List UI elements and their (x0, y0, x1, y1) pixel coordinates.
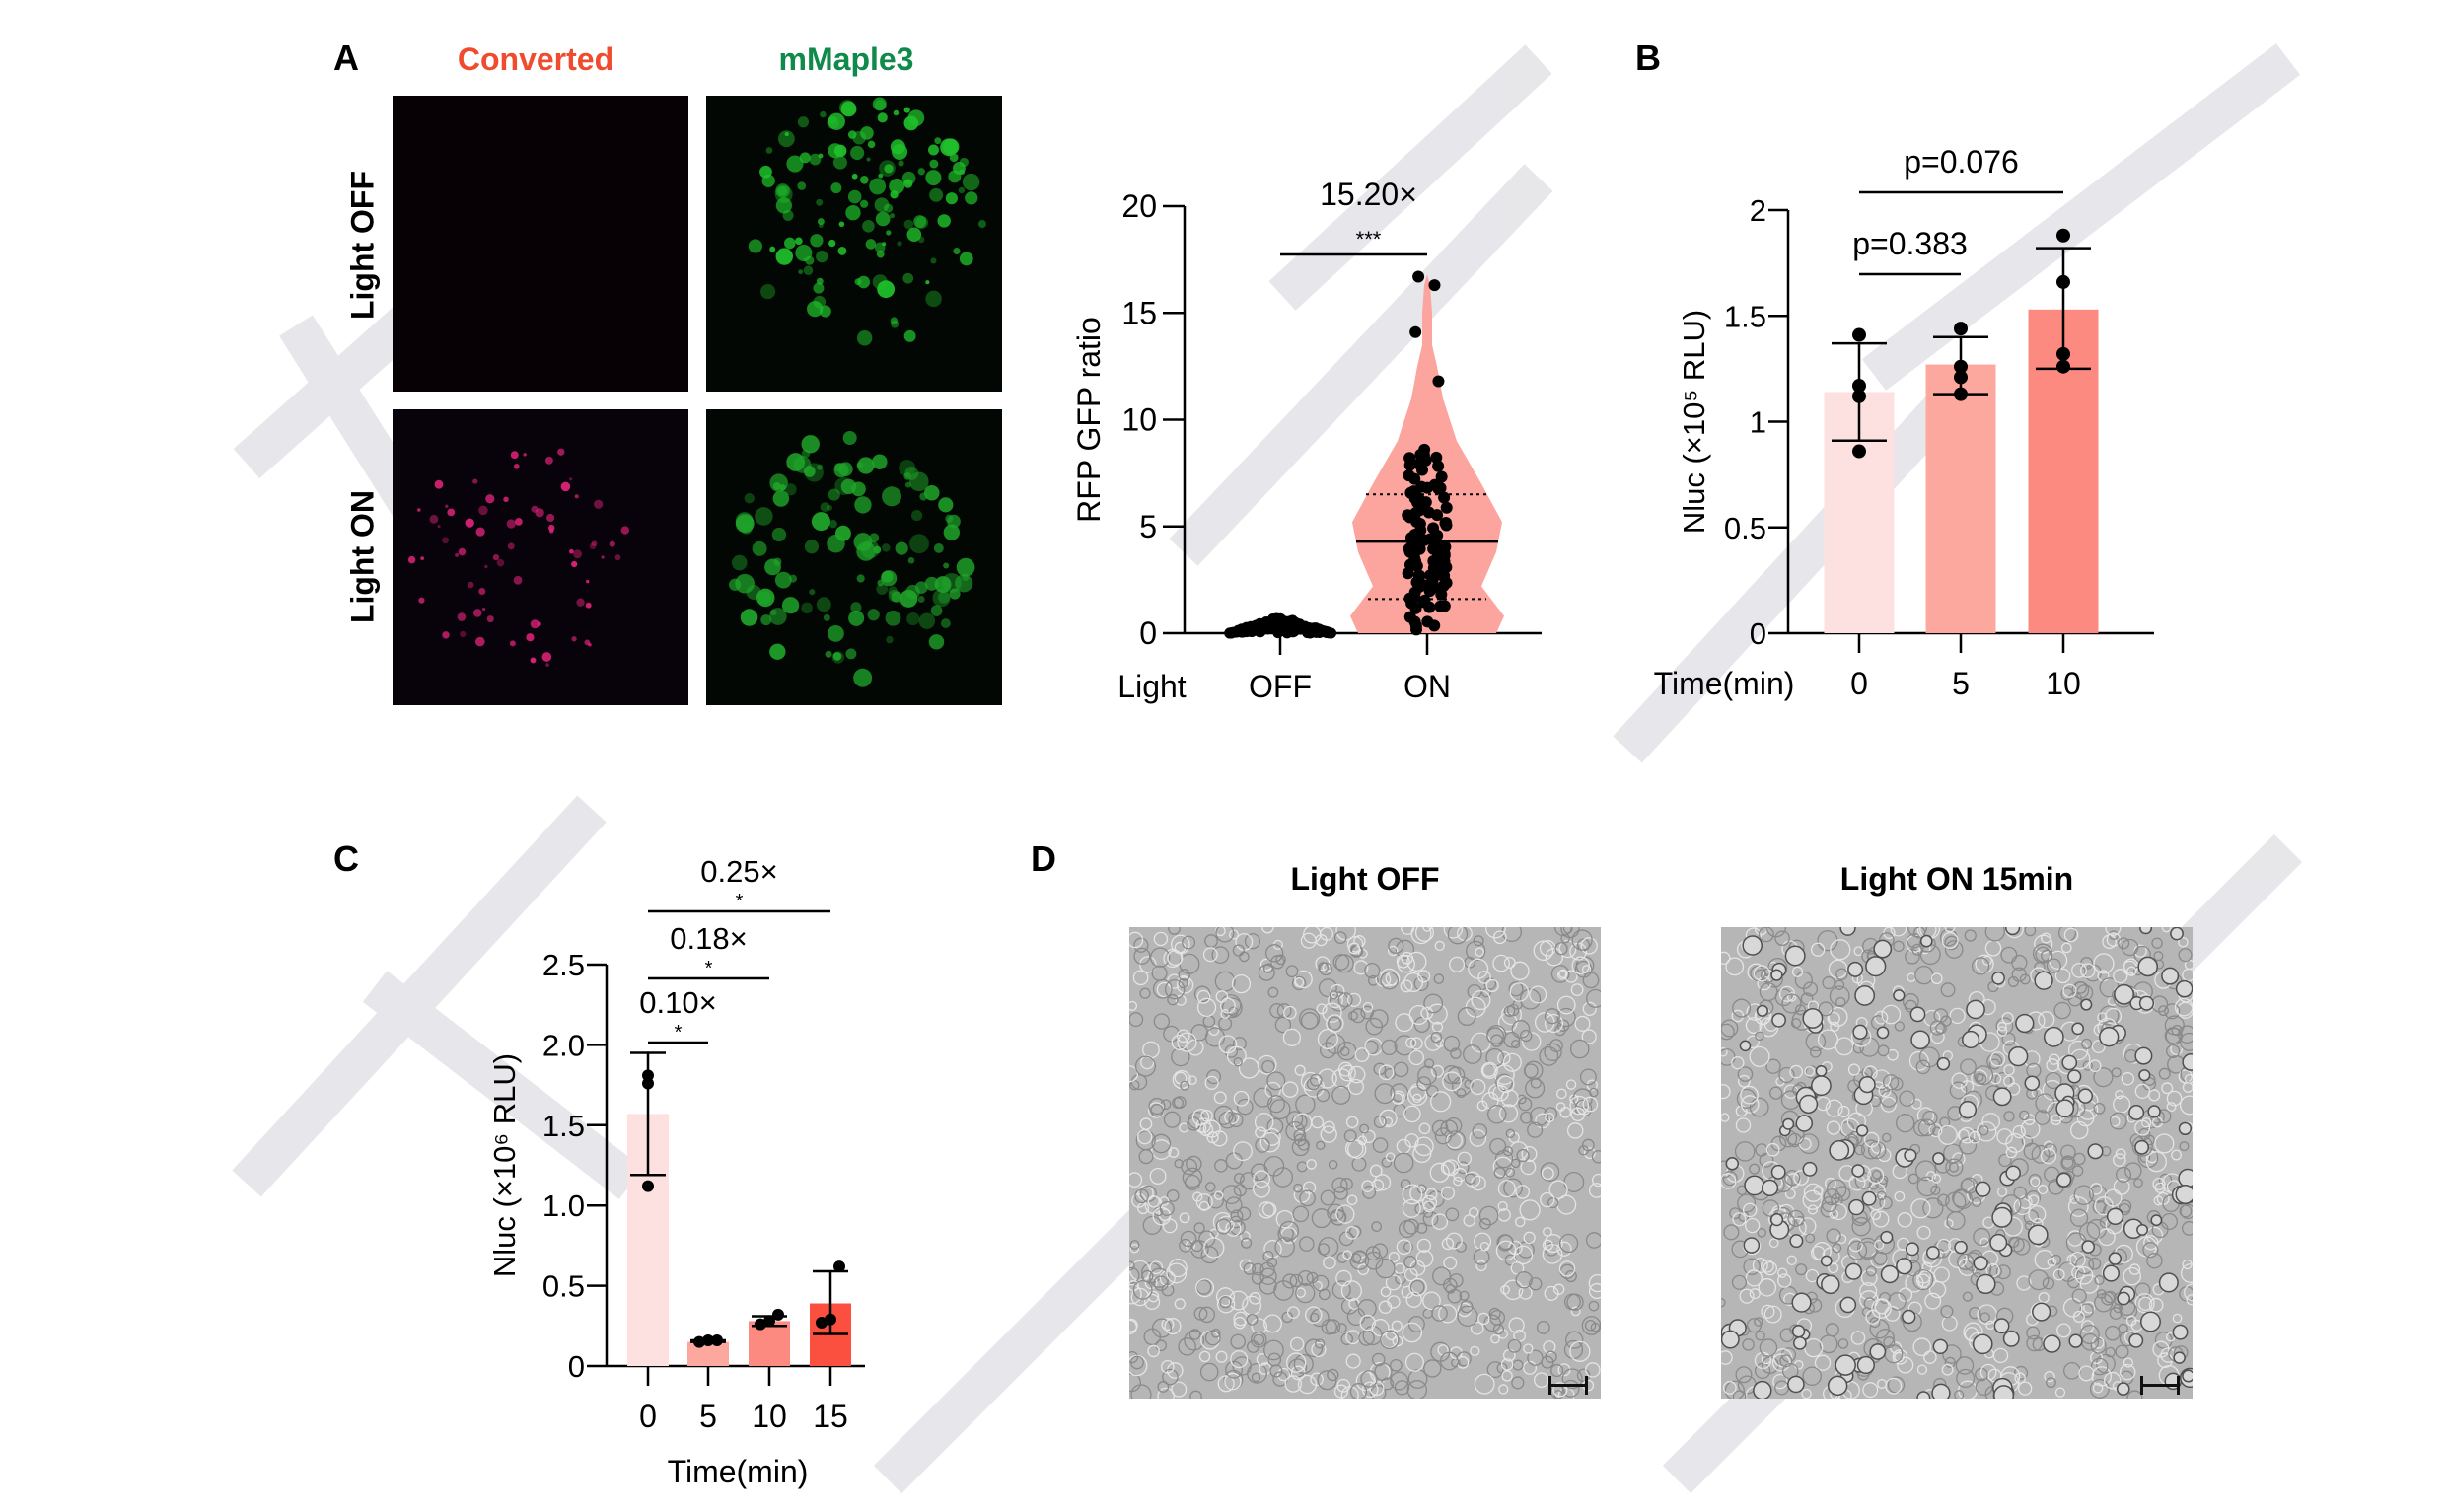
svg-text:5: 5 (1139, 509, 1157, 544)
scale-bar (1548, 1376, 1588, 1395)
svg-text:20: 20 (1121, 188, 1157, 224)
brightfield-image-light-off (1129, 927, 1601, 1399)
svg-text:0.5: 0.5 (542, 1269, 585, 1304)
svg-text:5: 5 (699, 1399, 717, 1434)
image-mmaple3-light-on (706, 409, 1002, 705)
row-header-light-off: Light OFF (344, 170, 381, 321)
svg-text:1.0: 1.0 (542, 1188, 585, 1223)
svg-text:0.18×: 0.18× (670, 921, 747, 956)
svg-text:2.5: 2.5 (542, 948, 585, 982)
svg-text:0.5: 0.5 (1724, 511, 1766, 545)
svg-text:p=0.076: p=0.076 (1904, 144, 2019, 180)
svg-text:2.0: 2.0 (542, 1028, 585, 1062)
svg-text:RFP GFP ratio: RFP GFP ratio (1071, 317, 1107, 523)
panel-label-a: A (333, 37, 359, 78)
svg-text:0.25×: 0.25× (700, 854, 777, 889)
svg-text:p=0.383: p=0.383 (1852, 226, 1968, 261)
svg-text:Time(min): Time(min) (1654, 666, 1795, 701)
d-title-light-off: Light OFF (1290, 861, 1440, 897)
svg-text:10: 10 (2046, 666, 2081, 701)
image-converted-light-off (393, 96, 688, 392)
image-converted-light-on (393, 409, 688, 705)
panel-label-b: B (1635, 37, 1661, 78)
svg-text:0: 0 (1139, 615, 1157, 651)
svg-text:15: 15 (1121, 295, 1157, 330)
svg-text:0: 0 (1850, 666, 1868, 701)
svg-text:*: * (736, 891, 744, 912)
svg-text:*: * (705, 958, 713, 979)
svg-text:Nluc (×10⁵ RLU): Nluc (×10⁵ RLU) (1677, 310, 1711, 534)
svg-text:0.10×: 0.10× (639, 985, 716, 1020)
d-title-light-on-15min: Light ON 15min (1839, 861, 2074, 897)
svg-text:0: 0 (1750, 616, 1766, 651)
svg-text:***: *** (1356, 227, 1382, 252)
svg-text:Time(min): Time(min) (668, 1454, 809, 1489)
svg-text:1.5: 1.5 (1724, 299, 1766, 333)
image-mmaple3-light-off (706, 96, 1002, 392)
panel-label-c: C (333, 838, 359, 879)
svg-text:0: 0 (568, 1349, 585, 1384)
svg-text:15.20×: 15.20× (1320, 177, 1417, 212)
column-header-converted: Converted (457, 41, 614, 77)
panel-label-d: D (1031, 838, 1056, 879)
svg-text:10: 10 (1121, 402, 1157, 438)
violin-plot-rfp-gfp: 0 5 10 15 20 OFF ON Light RFP GFP ratio 15.20× *** (1071, 177, 1542, 704)
svg-text:OFF: OFF (1249, 669, 1312, 704)
svg-text:*: * (675, 1022, 683, 1044)
svg-text:Nluc (×10⁶ RLU): Nluc (×10⁶ RLU) (487, 1053, 522, 1277)
svg-text:5: 5 (1952, 666, 1970, 701)
svg-text:15: 15 (813, 1399, 848, 1434)
svg-text:Light: Light (1117, 669, 1187, 704)
bar-chart-nluc-b: 0 0.5 1 1.5 2 0 5 10 Time(min) Nluc (×10⁵ RLU) p=0… (1654, 144, 2154, 701)
column-header-mmaple3: mMaple3 (778, 41, 914, 77)
brightfield-image-light-on-15min (1721, 927, 2193, 1399)
scale-bar (2140, 1376, 2180, 1395)
svg-text:1: 1 (1750, 405, 1766, 440)
svg-text:2: 2 (1750, 193, 1766, 228)
svg-text:0: 0 (639, 1399, 657, 1434)
row-header-light-on: Light ON (344, 489, 381, 624)
svg-text:ON: ON (1403, 669, 1451, 704)
svg-text:1.5: 1.5 (542, 1109, 585, 1143)
svg-text:10: 10 (752, 1399, 787, 1434)
